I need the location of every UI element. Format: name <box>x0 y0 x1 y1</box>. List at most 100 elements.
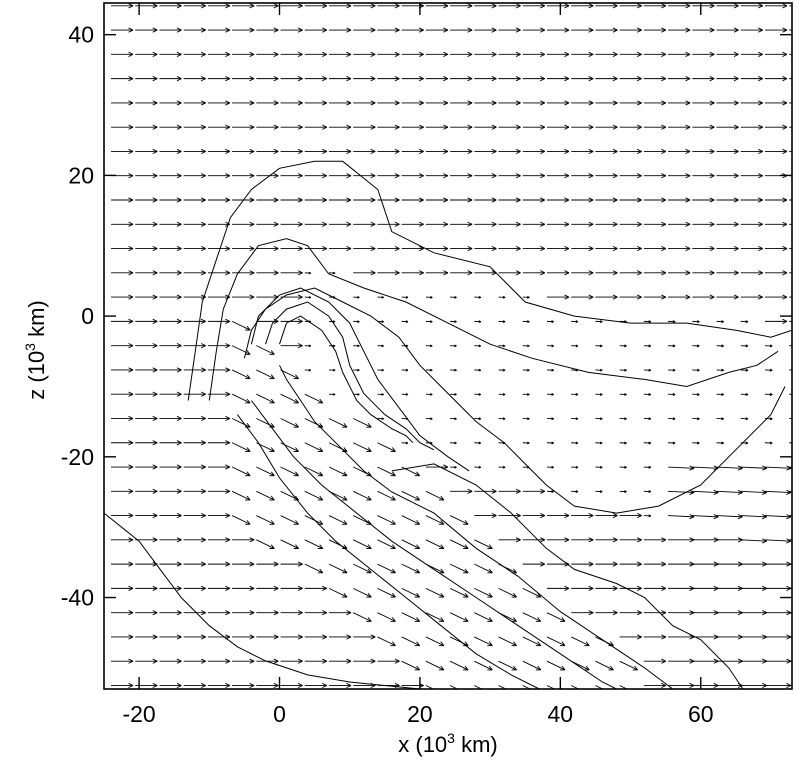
velocity-arrow <box>280 466 299 477</box>
velocity-arrow <box>280 393 299 404</box>
velocity-arrow <box>571 3 594 9</box>
velocity-arrow <box>571 585 594 591</box>
velocity-arrow <box>740 344 749 348</box>
velocity-arrow <box>111 51 134 57</box>
velocity-arrow <box>546 490 554 493</box>
velocity-arrow <box>716 441 724 445</box>
velocity-arrow <box>571 512 594 519</box>
contour-line-5 <box>250 287 470 472</box>
velocity-arrow <box>619 344 627 348</box>
velocity-arrow <box>256 245 279 252</box>
velocity-arrow <box>474 100 497 106</box>
velocity-arrow <box>546 197 570 203</box>
velocity-arrow <box>377 515 396 525</box>
velocity-arrow <box>619 76 642 82</box>
velocity-arrow <box>111 682 134 689</box>
velocity-arrow <box>522 660 542 671</box>
velocity-arrow <box>571 221 594 227</box>
velocity-arrow <box>159 561 182 567</box>
velocity-arrow <box>256 610 279 616</box>
velocity-arrow <box>377 442 396 452</box>
velocity-arrow <box>401 76 424 82</box>
velocity-arrow <box>474 512 497 519</box>
velocity-arrow <box>619 270 642 276</box>
velocity-arrow <box>353 76 376 82</box>
velocity-arrow <box>304 585 327 591</box>
velocity-arrow <box>232 3 255 9</box>
velocity-arrow <box>740 368 749 372</box>
velocity-arrow <box>595 441 603 445</box>
velocity-arrow <box>159 512 182 519</box>
velocity-arrow <box>450 124 473 130</box>
velocity-arrow <box>546 636 566 647</box>
velocity-arrow <box>522 148 545 155</box>
velocity-arrow <box>135 221 158 227</box>
velocity-arrow <box>207 124 231 130</box>
velocity-arrow <box>571 100 594 106</box>
velocity-arrow <box>280 221 303 227</box>
velocity-arrow <box>401 636 421 647</box>
velocity-arrow <box>159 367 182 373</box>
velocity-arrow <box>692 148 715 155</box>
velocity-arrow <box>377 466 396 477</box>
velocity-arrow <box>692 658 719 664</box>
velocity-arrow <box>522 417 530 421</box>
contour-line-11 <box>391 463 744 689</box>
velocity-arrow <box>232 148 255 155</box>
velocity-arrow <box>668 344 676 348</box>
velocity-arrow <box>111 245 134 252</box>
velocity-arrow <box>546 173 570 179</box>
velocity-arrow <box>231 369 251 380</box>
velocity-arrow <box>764 561 792 567</box>
velocity-arrow <box>401 320 409 323</box>
velocity-arrow <box>207 197 231 203</box>
velocity-arrow <box>377 173 400 179</box>
velocity-arrow <box>595 3 618 9</box>
velocity-arrow <box>474 295 482 299</box>
velocity-arrow <box>159 391 182 397</box>
velocity-arrow <box>183 221 206 227</box>
velocity-arrow <box>522 612 542 622</box>
velocity-arrow <box>207 415 231 422</box>
contour-line-1 <box>104 512 420 689</box>
velocity-arrow <box>692 294 715 300</box>
velocity-arrow <box>353 197 376 203</box>
velocity-arrow <box>595 100 618 106</box>
velocity-arrow <box>595 173 618 179</box>
velocity-arrow <box>740 3 763 9</box>
velocity-arrow <box>232 27 255 33</box>
velocity-arrow <box>764 344 773 348</box>
velocity-arrow <box>401 270 424 276</box>
contour-line-9 <box>250 400 617 689</box>
velocity-arrow <box>353 344 360 348</box>
velocity-arrow <box>328 563 348 574</box>
velocity-arrow <box>643 221 667 227</box>
velocity-arrow <box>619 465 627 469</box>
velocity-arrow <box>111 294 134 300</box>
velocity-arrow <box>716 76 739 82</box>
velocity-arrow <box>353 27 376 33</box>
velocity-arrow <box>450 173 473 179</box>
velocity-arrow <box>256 3 279 9</box>
velocity-arrow <box>474 441 482 445</box>
velocity-arrow <box>207 537 231 543</box>
velocity-arrow <box>668 634 695 640</box>
velocity-arrow <box>595 148 618 155</box>
velocity-arrow <box>183 27 206 33</box>
velocity-arrow <box>643 634 667 640</box>
velocity-arrow <box>377 148 400 155</box>
velocity-arrow <box>571 490 579 493</box>
velocity-arrow <box>643 417 652 421</box>
velocity-arrow <box>280 539 299 549</box>
velocity-arrow <box>256 270 279 276</box>
velocity-arrow <box>595 221 618 227</box>
velocity-arrow <box>764 100 788 106</box>
velocity-arrow <box>716 100 739 106</box>
velocity-arrow <box>304 173 327 179</box>
velocity-arrow <box>450 3 473 9</box>
velocity-arrow <box>668 3 691 9</box>
velocity-arrow <box>401 295 409 299</box>
velocity-arrow <box>159 682 182 689</box>
velocity-arrow <box>207 585 231 591</box>
velocity-arrow <box>450 465 457 469</box>
